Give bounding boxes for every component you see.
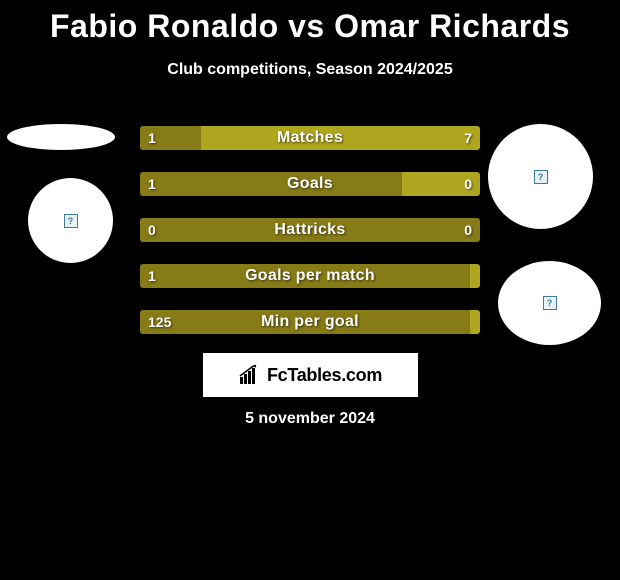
stat-row: Matches1 7 <box>140 126 480 150</box>
stat-value-right: 0 <box>464 218 472 242</box>
date-text: 5 november 2024 <box>0 410 620 428</box>
stat-value-right: 0 <box>464 172 472 196</box>
stat-label: Goals <box>140 172 480 196</box>
stat-row: Min per goal125 <box>140 310 480 334</box>
stat-value-left: 0 <box>148 218 156 242</box>
placeholder-icon: ? <box>64 214 78 228</box>
stat-label: Matches <box>140 126 480 150</box>
stat-value-left: 125 <box>148 310 171 334</box>
stat-value-right: 7 <box>464 126 472 150</box>
player-avatar-right-2: ? <box>498 261 601 345</box>
stat-label: Hattricks <box>140 218 480 242</box>
stat-label: Goals per match <box>140 264 480 288</box>
stat-row: Goals per match1 <box>140 264 480 288</box>
brand-chart-icon <box>239 365 263 385</box>
player-avatar-right-1: ? <box>488 124 593 229</box>
placeholder-icon: ? <box>543 296 557 310</box>
brand-text: FcTables.com <box>267 365 382 386</box>
decorative-ellipse <box>7 124 115 150</box>
stat-value-left: 1 <box>148 126 156 150</box>
placeholder-icon: ? <box>534 170 548 184</box>
page-title: Fabio Ronaldo vs Omar Richards <box>0 0 620 45</box>
stat-row: Hattricks0 0 <box>140 218 480 242</box>
stat-label: Min per goal <box>140 310 480 334</box>
stat-value-left: 1 <box>148 264 156 288</box>
brand-badge: FcTables.com <box>203 353 418 397</box>
stat-value-left: 1 <box>148 172 156 196</box>
player-avatar-left: ? <box>28 178 113 263</box>
stat-row: Goals1 0 <box>140 172 480 196</box>
comparison-rows: Matches17Goals10Hattricks00Goals per mat… <box>140 126 480 356</box>
page-subtitle: Club competitions, Season 2024/2025 <box>0 61 620 79</box>
